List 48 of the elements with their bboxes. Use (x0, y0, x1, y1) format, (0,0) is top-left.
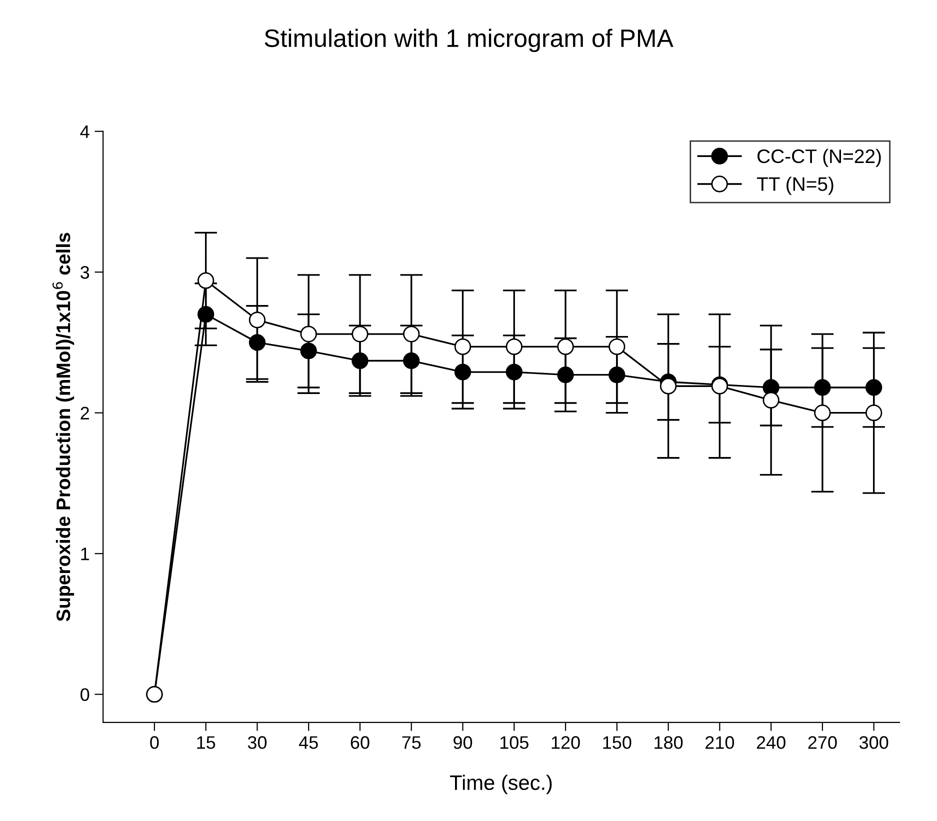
x-tick-label: 0 (150, 736, 159, 749)
x-tick-label: 105 (500, 736, 528, 749)
point (762, 392, 780, 409)
point (352, 352, 368, 370)
point (814, 379, 831, 396)
x-tick-label: 90 (454, 736, 472, 749)
x-tick-label: 120 (552, 736, 580, 749)
x-axis-title: Time (sec.) (450, 774, 552, 794)
x-tick-label: 180 (654, 736, 683, 749)
y-tick-label: 1 (81, 548, 89, 560)
point (454, 338, 472, 356)
x-tick-label: 150 (603, 736, 632, 749)
x-tick-label: 300 (859, 736, 888, 749)
point (814, 404, 831, 422)
point (557, 366, 574, 384)
y-axis-title: Superoxide Production (mMol)/1x10$^{6}$ cells (52, 232, 74, 622)
point (248, 312, 266, 328)
x-tick-label: 15 (197, 736, 216, 749)
x-tick-label: 210 (706, 736, 734, 749)
x-tick-label: 75 (402, 736, 421, 749)
y-tick-label: 2 (80, 406, 89, 420)
point (300, 326, 317, 342)
point (865, 404, 882, 422)
point (403, 352, 420, 370)
y-tick-label: 0 (80, 688, 90, 702)
point (300, 342, 317, 360)
point (248, 334, 266, 351)
legend-label: TT (N=5) (756, 176, 834, 195)
point (608, 338, 626, 356)
point (403, 326, 420, 342)
x-tick-label: 60 (350, 736, 370, 749)
chart-title: Stimulation with 1 microgram of PMA (264, 28, 674, 52)
x-tick-label: 30 (248, 736, 267, 749)
y-tick-label: 3 (80, 266, 90, 279)
point (506, 338, 522, 356)
point (557, 338, 574, 356)
point (608, 366, 626, 384)
x-tick-label: 270 (808, 736, 837, 749)
point (454, 364, 472, 380)
point (198, 272, 214, 289)
point (865, 379, 882, 396)
y-tick-label: 4 (80, 125, 90, 138)
legend-label: CC-CT (N=22) (757, 148, 881, 167)
point (660, 378, 677, 394)
x-tick-label: 240 (756, 736, 786, 749)
point (352, 326, 368, 342)
x-tick-label: 45 (298, 736, 318, 749)
point (506, 364, 522, 380)
